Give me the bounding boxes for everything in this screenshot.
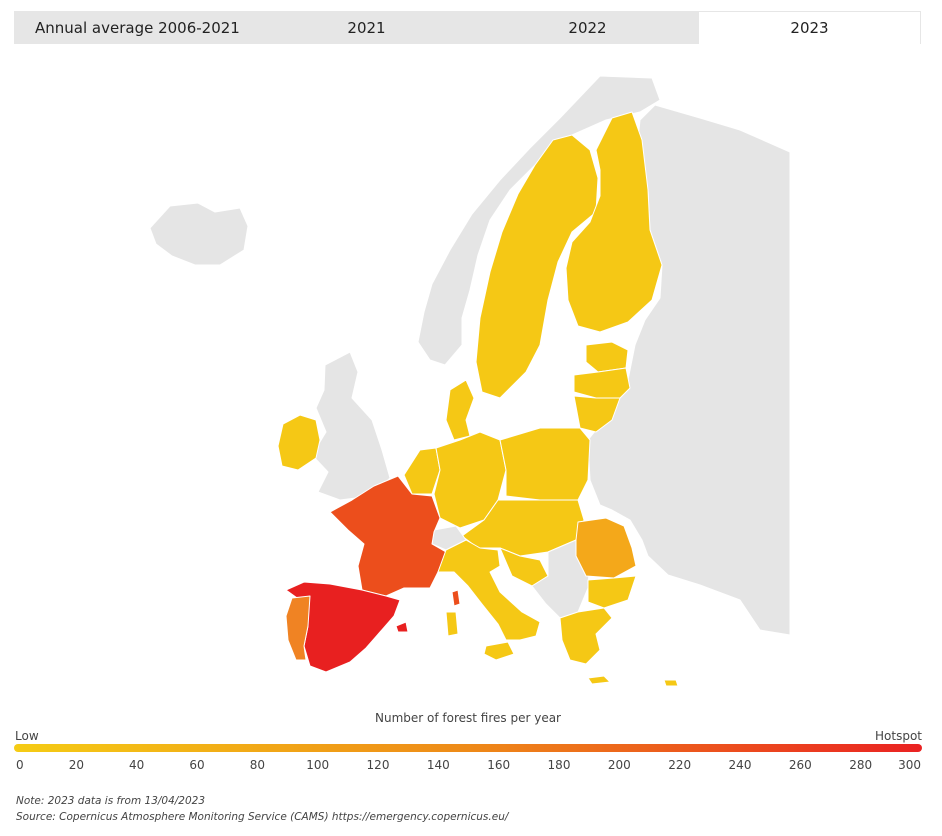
region-latvia[interactable] [573,367,631,399]
tab-2022[interactable]: 2022 [568,18,607,37]
region-corsica[interactable] [451,589,461,607]
legend-tick-label: 240 [728,758,752,772]
region-balearic-islands[interactable] [395,621,409,633]
region-estonia[interactable] [585,341,629,373]
legend-tick-label: 280 [849,758,873,772]
region-crete[interactable] [587,675,611,685]
europe-map-svg [149,75,791,687]
legend-low-label: Low [15,729,39,743]
region-sicily[interactable] [483,641,515,661]
region-poland[interactable] [499,427,591,501]
legend-tick-label: 300 [898,758,921,772]
region-romania[interactable] [575,517,637,579]
year-tabs: Annual average 2006-2021 2021 2022 2023 [14,11,921,44]
region-uk[interactable] [311,351,391,501]
legend-ticks: 0 20 40 60 80 100 120 140 160 180 200 220 240 260 280 3… [0,758,942,774]
legend-gradient [14,744,922,752]
legend-tick-label: 200 [607,758,631,772]
note-source: Source: Copernicus Atmosphere Monitoring… [16,811,509,823]
legend-tick-label: 160 [487,758,511,772]
region-italy[interactable] [437,539,541,641]
region-bulgaria[interactable] [587,575,637,609]
region-iceland[interactable] [149,202,249,266]
legend-tick-label: 80 [249,758,265,772]
region-sardinia[interactable] [445,611,459,637]
legend-tick-label: 20 [68,758,84,772]
legend-tick-label: 140 [426,758,450,772]
region-sweden[interactable] [475,134,599,399]
region-cyprus[interactable] [663,679,679,687]
tab-2021[interactable]: 2021 [347,18,386,37]
legend-tick-label: 220 [668,758,692,772]
region-greece[interactable] [559,607,613,665]
europe-map [0,50,942,700]
legend-title: Number of forest fires per year [375,711,561,725]
legend-tick-label: 180 [547,758,571,772]
note-date: Note: 2023 data is from 13/04/2023 [16,795,206,807]
legend-tick-label: 100 [306,758,330,772]
tab-2023[interactable]: 2023 [698,11,921,44]
region-benelux[interactable] [403,447,441,495]
legend-color-bar [14,744,922,752]
region-denmark[interactable] [445,379,475,441]
legend-tick-label: 60 [189,758,205,772]
legend-tick-label: 120 [366,758,390,772]
region-portugal[interactable] [285,595,311,661]
legend-tick-label: 0 [16,758,24,772]
region-finland[interactable] [565,111,663,333]
tab-annual-average[interactable]: Annual average 2006-2021 [35,18,240,37]
region-ireland[interactable] [277,414,321,471]
legend-tick-label: 260 [788,758,812,772]
legend-hotspot-label: Hotspot [875,729,922,743]
legend-tick-label: 40 [129,758,145,772]
